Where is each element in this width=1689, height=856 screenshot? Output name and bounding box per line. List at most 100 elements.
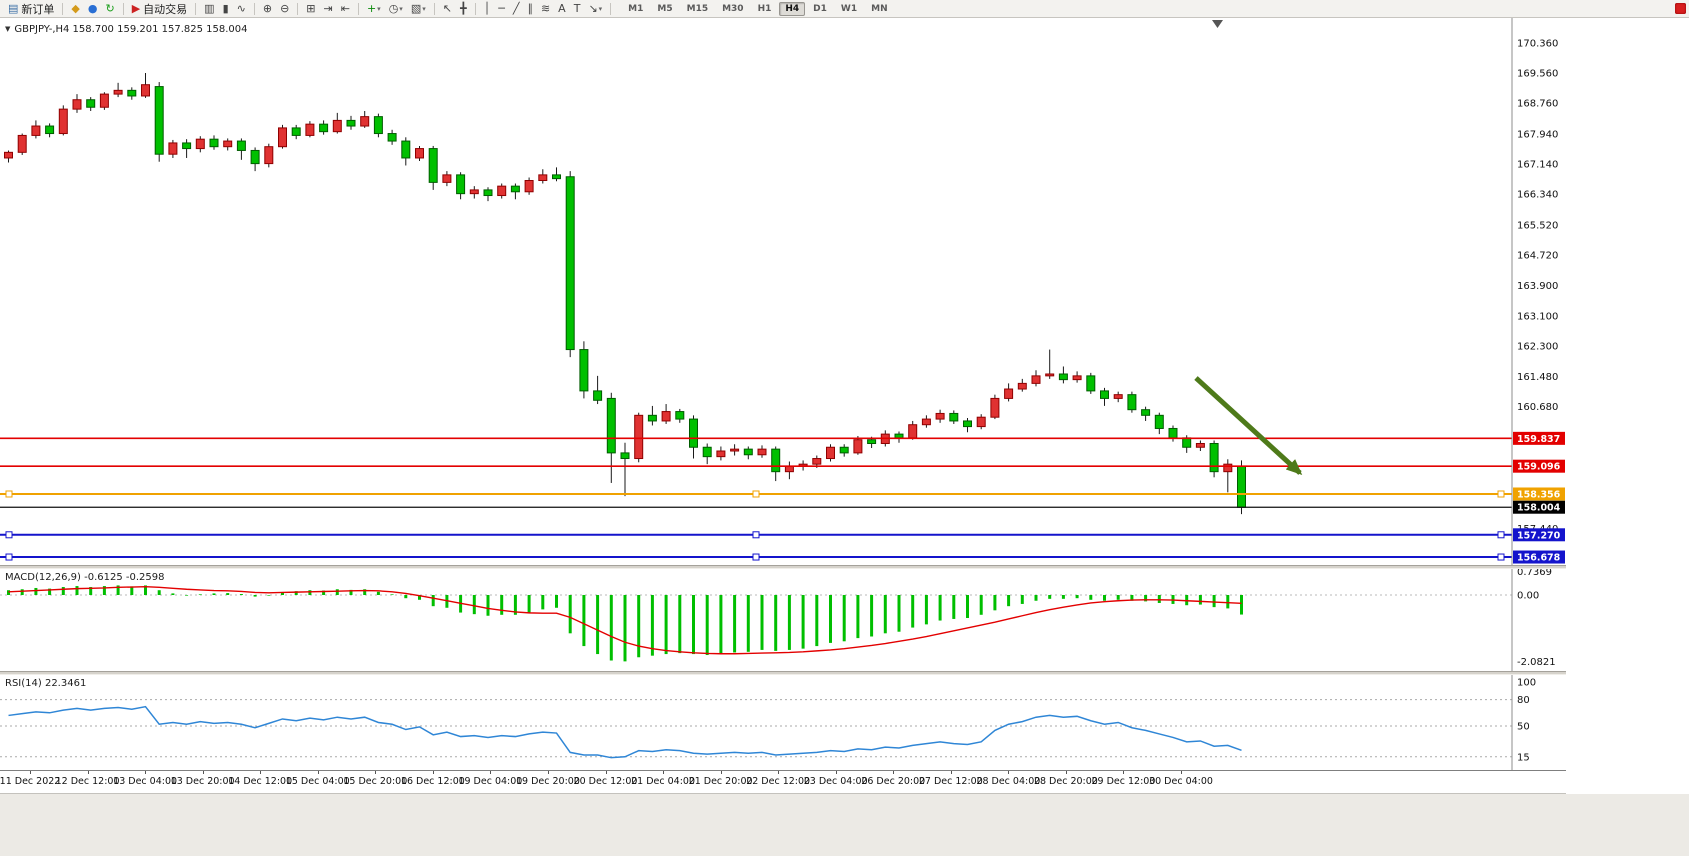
annotation-arrow[interactable] bbox=[1194, 376, 1303, 476]
bull-candle bbox=[921, 418, 931, 426]
toolbar-auto-scroll-button[interactable]: ⇥ bbox=[321, 0, 336, 17]
timeframe-m1-button[interactable]: M1 bbox=[628, 3, 644, 14]
bear-candle bbox=[1127, 394, 1137, 411]
bear-candle bbox=[839, 446, 849, 454]
toolbar-fibonacci-button[interactable]: ≋ bbox=[538, 0, 553, 17]
time-axis[interactable]: 11 Dec 2022 12 Dec 12:00 13 Dec 04:00 13 De… bbox=[0, 770, 1566, 794]
bear-candle bbox=[209, 138, 219, 148]
bear-candle bbox=[1168, 427, 1178, 439]
dropdown-caret-icon[interactable]: ▾ bbox=[422, 4, 426, 13]
time-axis-label: 28 Dec 20:00 bbox=[1033, 776, 1098, 787]
bear-candle bbox=[483, 189, 493, 197]
line-handle[interactable] bbox=[5, 531, 13, 539]
toolbar-crosshair-button[interactable]: ╋ bbox=[457, 0, 470, 17]
toolbar-cursor-button[interactable]: ↖ bbox=[440, 0, 455, 17]
timeframe-m15-button[interactable]: M15 bbox=[686, 3, 709, 14]
toolbar-new-order-button[interactable]: ▤ 新订单 bbox=[5, 0, 57, 17]
new-order-icon: ▤ bbox=[8, 1, 19, 15]
toolbar-community-button[interactable]: ● bbox=[85, 0, 101, 17]
timeframe-h1-button[interactable]: H1 bbox=[757, 3, 772, 14]
bear-candle bbox=[963, 420, 972, 428]
toolbar-bar-chart-button[interactable]: ▥ bbox=[201, 0, 217, 17]
time-axis-label: 22 Dec 12:00 bbox=[746, 776, 811, 787]
toolbar-text-label-button[interactable]: T bbox=[571, 0, 584, 17]
line-handle[interactable] bbox=[1497, 553, 1505, 561]
line-handle[interactable] bbox=[5, 553, 13, 561]
alert-icon[interactable] bbox=[1675, 3, 1686, 14]
timeframe-d1-button[interactable]: D1 bbox=[813, 3, 827, 14]
timeframe-h4-button[interactable]: H4 bbox=[779, 1, 806, 16]
price-badge-text: 157.270 bbox=[1517, 530, 1561, 541]
toolbar-vertical-line-button[interactable]: │ bbox=[481, 0, 494, 17]
timeframe-m30-button[interactable]: M30 bbox=[722, 3, 744, 14]
bear-candle bbox=[127, 89, 137, 97]
bear-candle bbox=[552, 174, 561, 180]
chart-shift-marker bbox=[1212, 20, 1223, 28]
toolbar-separator bbox=[122, 2, 124, 15]
toolbar-arrows-button[interactable]: ↘ ▾ bbox=[585, 0, 605, 17]
toolbar-templates-button[interactable]: ▧ ▾ bbox=[408, 0, 429, 17]
dropdown-caret-icon[interactable]: ▾ bbox=[399, 4, 403, 13]
bear-candle bbox=[771, 448, 781, 473]
toolbar-zoom-in-button[interactable]: ⊕ bbox=[260, 0, 275, 17]
toolbar-zoom-out-button[interactable]: ⊖ bbox=[277, 0, 292, 17]
line-handle[interactable] bbox=[1497, 531, 1505, 539]
toolbar-separator bbox=[253, 2, 255, 15]
toolbar-separator bbox=[610, 2, 612, 15]
bear-candle bbox=[428, 148, 438, 183]
timeframe-m5-button[interactable]: M5 bbox=[657, 3, 673, 14]
toolbar-refresh-button[interactable]: ↻ bbox=[102, 0, 117, 17]
bear-candle bbox=[620, 452, 630, 460]
line-handle[interactable] bbox=[5, 490, 13, 498]
rsi-axis-label: 100 bbox=[1517, 678, 1536, 689]
dropdown-caret-icon[interactable]: ▾ bbox=[377, 4, 381, 13]
toolbar-tile-windows-button[interactable]: ⊞ bbox=[303, 0, 318, 17]
macd-panel[interactable]: 0.7369 0.00 -2.0821 bbox=[0, 569, 1566, 671]
timeframe-mn-button[interactable]: MN bbox=[871, 3, 888, 14]
bear-candle bbox=[647, 414, 657, 422]
toolbar-channel-button[interactable]: ∥ bbox=[524, 0, 536, 17]
crosshair-icon: ╋ bbox=[459, 1, 467, 15]
price-badge bbox=[1513, 528, 1565, 542]
bull-candle bbox=[278, 127, 287, 148]
toolbar-trendline-button[interactable]: ╱ bbox=[510, 0, 523, 17]
chart-window: 170.360 169.560 168.760 167.940 167.140 166.3… bbox=[0, 18, 1689, 856]
toolbar-auto-trading-button[interactable]: ▶ 自动交易 bbox=[129, 0, 190, 17]
bull-candle bbox=[1223, 463, 1233, 473]
auto-scroll-icon: ⇥ bbox=[323, 1, 333, 15]
price-axis-label: 169.560 bbox=[1517, 69, 1558, 80]
bear-candle bbox=[250, 149, 260, 165]
bear-candle bbox=[236, 140, 246, 151]
rsi-panel[interactable]: 100 80 50 15 bbox=[0, 675, 1566, 770]
bull-candle bbox=[990, 397, 1000, 418]
line-handle[interactable] bbox=[1497, 490, 1505, 498]
price-axis-label: 160.680 bbox=[1517, 402, 1558, 413]
toolbar-line-chart-button[interactable]: ∿ bbox=[234, 0, 249, 17]
toolbar-profile-button[interactable]: ◆ bbox=[68, 0, 82, 17]
toolbar-candlestick-chart-button[interactable]: ▮ bbox=[220, 0, 232, 17]
toolbar-indicators-button[interactable]: + ▾ bbox=[364, 0, 384, 17]
bear-candle bbox=[387, 133, 397, 142]
bear-candle bbox=[319, 123, 329, 133]
candlestick-chart-icon: ▮ bbox=[222, 1, 229, 15]
line-handle[interactable] bbox=[752, 490, 760, 498]
timeframe-w1-button[interactable]: W1 bbox=[840, 3, 858, 14]
zoom-in-icon: ⊕ bbox=[262, 1, 273, 15]
toolbar-periods-button[interactable]: ◷ ▾ bbox=[386, 0, 406, 17]
line-handle[interactable] bbox=[752, 553, 760, 561]
price-chart[interactable]: 170.360 169.560 168.760 167.940 167.140 166.3… bbox=[0, 18, 1566, 565]
toolbar-chart-shift-button[interactable]: ⇤ bbox=[338, 0, 353, 17]
bear-candle bbox=[579, 349, 589, 392]
line-handle[interactable] bbox=[752, 531, 760, 539]
panel-splitter[interactable] bbox=[0, 671, 1566, 675]
toolbar-text-button[interactable]: A bbox=[555, 0, 569, 17]
bear-candle bbox=[510, 185, 520, 193]
bull-candle bbox=[195, 138, 205, 150]
toolbar-horizontal-line-button[interactable]: ─ bbox=[495, 0, 508, 17]
panel-splitter[interactable] bbox=[0, 565, 1566, 569]
collapse-triangle-icon[interactable]: ▼ bbox=[5, 25, 11, 33]
bull-candle bbox=[442, 174, 452, 183]
dropdown-caret-icon[interactable]: ▾ bbox=[598, 4, 603, 13]
time-axis-tick bbox=[490, 771, 492, 774]
bear-candle bbox=[1100, 390, 1109, 399]
